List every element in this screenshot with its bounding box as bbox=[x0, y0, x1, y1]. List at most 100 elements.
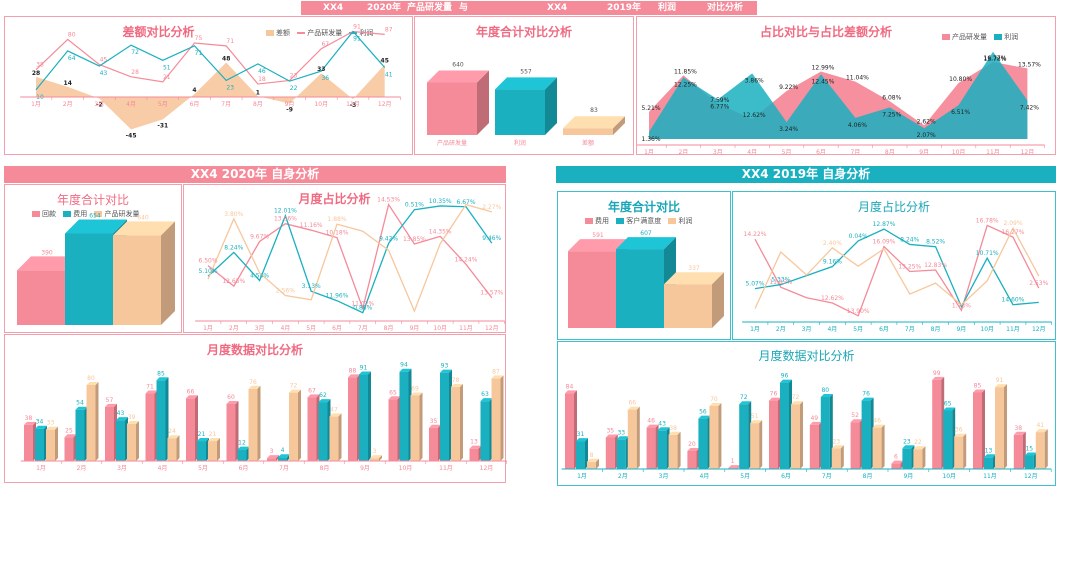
share-label: 8.24% bbox=[900, 236, 919, 243]
monthly-2019-bar-side bbox=[800, 401, 803, 469]
monthly-2020-bar-top bbox=[24, 421, 36, 425]
monthly-2019-bar bbox=[698, 418, 708, 469]
bar-value-label: 21 bbox=[209, 431, 217, 438]
bar-value-label: 3 bbox=[373, 448, 377, 455]
monthly-2020-bar bbox=[145, 393, 155, 461]
x-tick-label: 11月 bbox=[439, 465, 453, 472]
monthly-2020-bar-side bbox=[460, 383, 463, 461]
x-tick-label: 5月 bbox=[782, 149, 792, 156]
diff-area bbox=[36, 62, 385, 130]
bar-value-label: 67 bbox=[308, 387, 316, 394]
share-label: 10.80% bbox=[949, 76, 972, 83]
x-tick-label: 1月 bbox=[36, 465, 46, 472]
x-tick-label: 10月 bbox=[399, 465, 413, 472]
bar-value-label: 76 bbox=[862, 391, 870, 398]
x-tick-label: 12月 bbox=[1032, 326, 1046, 333]
x-tick-label: 9月 bbox=[409, 325, 419, 332]
share-label: 5.33% bbox=[771, 277, 790, 284]
monthly-2020-bar bbox=[46, 429, 55, 461]
x-tick-label: 8月 bbox=[320, 465, 330, 472]
monthly-2019-bar-top bbox=[687, 448, 700, 451]
monthly-2020-bar bbox=[307, 397, 317, 461]
monthly-2020-bar bbox=[86, 385, 96, 461]
share-label: 0.88% bbox=[353, 305, 372, 312]
profit-label: 43 bbox=[100, 70, 108, 77]
bar-value-label: 72 bbox=[792, 394, 800, 401]
header-part: XX4 bbox=[323, 3, 344, 13]
share-label: 4.06% bbox=[848, 122, 867, 129]
x-tick-label: 2月 bbox=[618, 473, 628, 480]
annual-2020-bar bbox=[17, 270, 65, 325]
share-label: 14.60% bbox=[1002, 297, 1025, 304]
monthly-2020-bar bbox=[388, 399, 398, 461]
x-tick-label: 6月 bbox=[781, 473, 791, 480]
monthly-2020-bar bbox=[105, 406, 114, 461]
monthly-2020-bar-side bbox=[500, 375, 504, 461]
monthly-2019-bar bbox=[984, 457, 993, 469]
x-tick-label: 12月 bbox=[378, 101, 392, 108]
header-part: 与 bbox=[459, 3, 469, 13]
share-label: 7.42% bbox=[1020, 104, 1039, 111]
x-tick-label: 7月 bbox=[279, 465, 289, 472]
monthly-2019-bar-side bbox=[963, 433, 967, 469]
share-label: 0.51% bbox=[405, 202, 424, 209]
bar-value-label: 41 bbox=[1036, 422, 1044, 429]
share-label: 10.18% bbox=[326, 230, 349, 237]
diff-label: 14 bbox=[64, 80, 72, 87]
x-tick-label: 7月 bbox=[822, 473, 832, 480]
monthly-2020-bar-top bbox=[370, 455, 382, 459]
x-tick-label: 1月 bbox=[203, 325, 213, 332]
legend-label: 差额 bbox=[276, 29, 290, 37]
bar-value-label: 23 bbox=[832, 438, 840, 445]
annual-top-bar-top bbox=[563, 116, 625, 129]
share-label: 8.52% bbox=[926, 239, 945, 246]
monthly-2020-bar bbox=[329, 416, 339, 461]
monthly-2019-bar-top bbox=[943, 407, 956, 411]
share-label: 14.35% bbox=[429, 228, 452, 235]
bar-value-label: 43 bbox=[117, 410, 125, 417]
annual-2019-bar-top bbox=[568, 239, 628, 252]
rd-label: 87 bbox=[385, 26, 393, 33]
rd-label: 38 bbox=[36, 62, 44, 69]
monthly-2020-bar-top bbox=[318, 399, 331, 403]
share-label: 12.83% bbox=[924, 262, 947, 269]
share-label: 2.27% bbox=[482, 204, 501, 211]
monthly-2020-bar bbox=[318, 402, 328, 461]
bar-value-label: 62 bbox=[319, 392, 327, 399]
monthly-2020-bar-top bbox=[197, 438, 209, 442]
annual-top-chart: 640 产品研发量 557 利润 83 差额 bbox=[427, 62, 625, 147]
share-label: 12.62% bbox=[821, 295, 844, 302]
share-label: 6.51% bbox=[951, 109, 970, 116]
legend-label: 客户满意度 bbox=[626, 217, 662, 225]
bar-value-label: 91 bbox=[360, 365, 368, 372]
x-tick-label: 2月 bbox=[678, 149, 688, 156]
monthly-2019-bar bbox=[995, 387, 1004, 469]
share-label: 9.16% bbox=[823, 259, 842, 266]
share-label: 14.53% bbox=[377, 197, 400, 204]
monthly-2019-bar bbox=[943, 410, 953, 469]
x-tick-label: 9月 bbox=[360, 465, 370, 472]
x-tick-label: 8月 bbox=[384, 325, 394, 332]
x-tick-label: 6月 bbox=[879, 326, 889, 333]
monthly-2020-bar-top bbox=[267, 455, 279, 459]
monthly-2020-bar bbox=[429, 427, 438, 461]
x-tick-label: 6月 bbox=[332, 325, 342, 332]
share-label: 2.53% bbox=[1029, 280, 1048, 287]
bar-value-label: 4 bbox=[281, 447, 285, 454]
profit-label: 41 bbox=[385, 71, 393, 78]
line-费用 bbox=[754, 224, 1040, 317]
monthly-2019-bar bbox=[646, 427, 656, 469]
bar-value-label: 23 bbox=[903, 438, 911, 445]
monthly-2019-bar-top bbox=[850, 419, 863, 423]
annual-2020-legend: 回款 费用 产品研发量 bbox=[27, 209, 139, 219]
annual-top-bar bbox=[563, 128, 613, 135]
x-tick-label: 8月 bbox=[885, 149, 895, 156]
rd-label: 18 bbox=[258, 76, 266, 83]
share-label: 11.04% bbox=[846, 75, 869, 82]
monthly-2020-bar bbox=[248, 388, 258, 461]
bar-value-label: 63 bbox=[481, 391, 489, 398]
monthly-2019-bar bbox=[769, 400, 778, 469]
profit-label: 72 bbox=[131, 49, 139, 56]
share-label: 3.86% bbox=[745, 77, 764, 84]
monthly-2020-bar-top bbox=[440, 369, 452, 373]
